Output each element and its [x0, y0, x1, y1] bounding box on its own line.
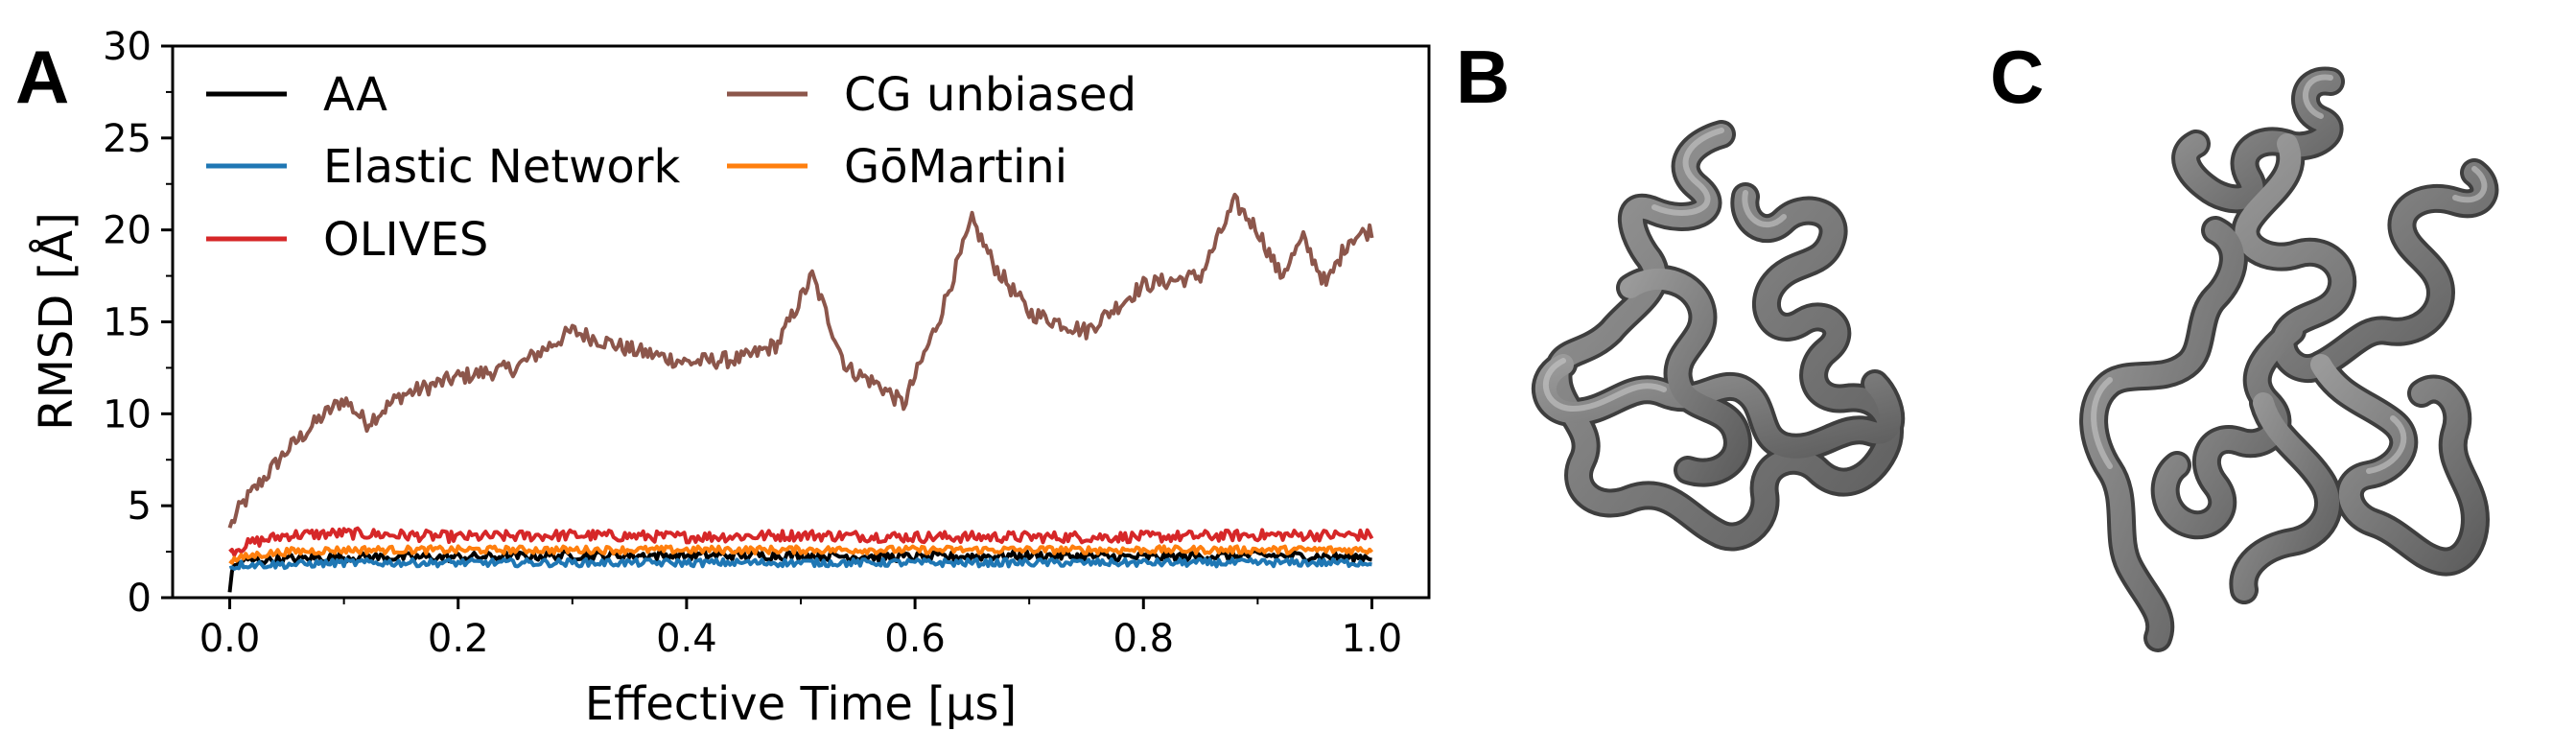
- x-tick-label: 0.0: [199, 617, 261, 661]
- x-tick-label: 0.6: [884, 617, 946, 661]
- legend-label-olives: OLIVES: [323, 213, 488, 267]
- legend-label-g-martini: GōMartini: [844, 140, 1067, 194]
- y-tick-label: 15: [103, 301, 152, 345]
- x-axis-label: Effective Time [µs]: [585, 677, 1017, 731]
- x-tick-label: 0.2: [428, 617, 489, 661]
- x-tick-label: 0.8: [1112, 617, 1174, 661]
- x-axis: 0.0 0.2 0.4 0.6 0.8 1.0: [199, 598, 1403, 661]
- y-tick-label: 25: [103, 117, 152, 161]
- protein-structure-c: [2079, 66, 2499, 652]
- y-axis-label: RMSD [Å]: [29, 212, 83, 431]
- legend: AA Elastic Network OLIVES CG unbiased GōMart…: [206, 68, 1136, 267]
- y-tick-label: 5: [128, 484, 152, 529]
- x-tick-label: 1.0: [1342, 617, 1403, 661]
- series-line-olives: [228, 526, 1374, 557]
- y-tick-label: 30: [103, 25, 152, 69]
- rmsd-chart: 0.0 0.2 0.4 0.6 0.8 1.0 0 5 10 15 20 25 30 Effectiv…: [29, 25, 1431, 731]
- panel-label-a: A: [15, 35, 69, 119]
- series-line-g-martini: [228, 544, 1374, 565]
- plot-frame: [171, 44, 1431, 600]
- y-tick-label: 20: [103, 209, 152, 253]
- x-tick-label: 0.4: [656, 617, 717, 661]
- series-line-elastic-network: [228, 556, 1372, 571]
- protein-structure-b: [1531, 120, 1906, 552]
- y-tick-label: 0: [128, 577, 152, 621]
- legend-label-elastic-network: Elastic Network: [323, 140, 681, 194]
- series-line-aa: [227, 549, 1372, 593]
- y-axis: 0 5 10 15 20 25 30: [103, 25, 173, 621]
- panel-label-b: B: [1456, 35, 1510, 119]
- y-tick-label: 10: [103, 392, 152, 436]
- legend-label-aa: AA: [323, 68, 387, 122]
- panel-label-c: C: [1990, 35, 2044, 119]
- series-layer: [227, 192, 1374, 593]
- series-line-cg-unbiased: [227, 192, 1374, 529]
- legend-label-cg-unbiased: CG unbiased: [844, 68, 1136, 122]
